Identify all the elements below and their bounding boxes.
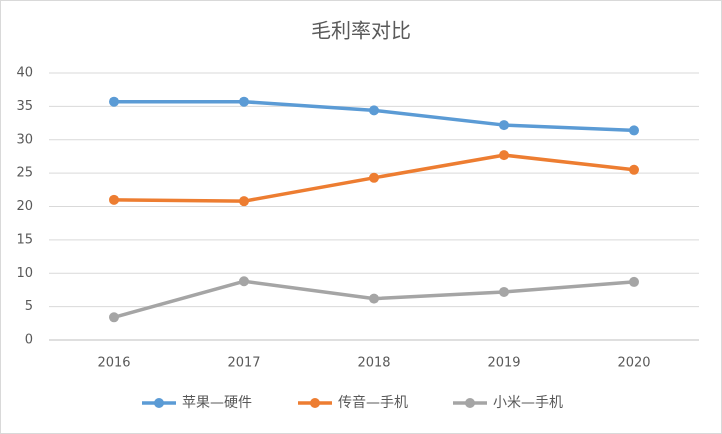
legend-marker [154, 398, 164, 408]
legend-marker [310, 398, 320, 408]
y-tick-label: 20 [16, 199, 33, 214]
x-tick-label: 2016 [97, 356, 130, 371]
data-point [239, 196, 249, 207]
data-point [499, 286, 509, 297]
legend-marker [465, 398, 475, 408]
data-point [239, 276, 249, 287]
data-point [369, 293, 379, 304]
x-tick-label: 2020 [617, 356, 650, 371]
data-point [499, 120, 509, 131]
y-tick-label: 25 [16, 166, 33, 181]
data-point [629, 276, 639, 287]
chart-title: 毛利率对比 [311, 19, 411, 43]
x-tick-label: 2018 [357, 356, 390, 371]
data-point [629, 164, 639, 175]
y-tick-label: 30 [16, 132, 33, 147]
y-tick-label: 35 [16, 99, 33, 114]
data-point [239, 96, 249, 107]
x-tick-label: 2019 [487, 356, 520, 371]
data-point [369, 172, 379, 183]
y-tick-label: 5 [25, 299, 33, 314]
y-tick-label: 40 [16, 66, 33, 81]
y-tick-label: 10 [16, 266, 33, 281]
legend-label: 苹果—硬件 [182, 395, 252, 411]
data-point [109, 194, 119, 205]
legend-label: 小米—手机 [493, 395, 563, 411]
y-tick-label: 15 [16, 232, 33, 247]
x-tick-label: 2017 [227, 356, 260, 371]
data-point [369, 105, 379, 116]
data-point [109, 312, 119, 323]
legend-label: 传音—手机 [338, 394, 408, 411]
data-point [499, 150, 509, 161]
data-point [629, 125, 639, 136]
y-tick-label: 0 [25, 333, 33, 348]
data-point [109, 96, 119, 107]
